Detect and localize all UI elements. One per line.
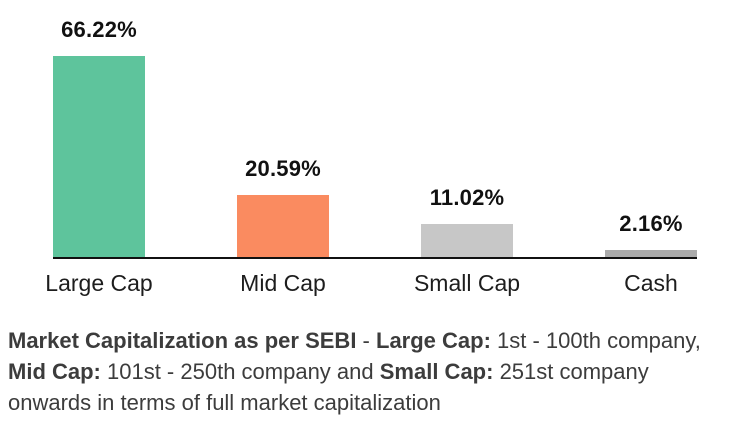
bar-column-small-cap: 11.02% — [421, 185, 513, 257]
bar-large-cap — [53, 56, 145, 257]
market-cap-bar-chart: 66.22% 20.59% 11.02% 2.16% Large Cap Mid Cap… — [45, 14, 697, 297]
footnote-bold-segment: Small Cap: — [379, 359, 494, 384]
sebi-definition-footnote: Market Capitalization as per SEBI - Larg… — [8, 325, 714, 418]
bar-column-large-cap: 66.22% — [53, 17, 145, 257]
value-label-cash: 2.16% — [619, 211, 683, 236]
plot-area: 66.22% 20.59% 11.02% 2.16% — [53, 14, 697, 259]
category-label-large-cap: Large Cap — [45, 270, 153, 296]
value-label-mid-cap: 20.59% — [245, 156, 321, 181]
category-label-small-cap: Small Cap — [413, 270, 521, 296]
category-label-mid-cap: Mid Cap — [240, 270, 326, 296]
footnote-segment: 101st - 250th company and — [100, 359, 380, 384]
category-label-cash: Cash — [624, 270, 678, 296]
bar-mid-cap — [237, 195, 329, 257]
category-axis: Large Cap Mid Cap Small Cap Cash — [45, 270, 697, 297]
value-label-large-cap: 66.22% — [61, 17, 137, 42]
footnote-segment: 251st company onwards in terms of full m… — [8, 359, 649, 415]
bar-column-mid-cap: 20.59% — [237, 156, 329, 257]
footnote-bold-segment: Mid Cap: — [8, 359, 101, 384]
footnote-bold-segment: Large Cap: — [376, 328, 491, 353]
value-label-small-cap: 11.02% — [429, 185, 505, 210]
footnote-segment: 1st - 100th company, — [490, 328, 701, 353]
bar-cash — [605, 250, 697, 257]
footnote-bold-segment: Market Capitalization as per SEBI — [8, 328, 357, 353]
footnote-segment: - — [356, 328, 376, 353]
bar-column-cash: 2.16% — [605, 211, 697, 257]
bar-small-cap — [421, 224, 513, 257]
